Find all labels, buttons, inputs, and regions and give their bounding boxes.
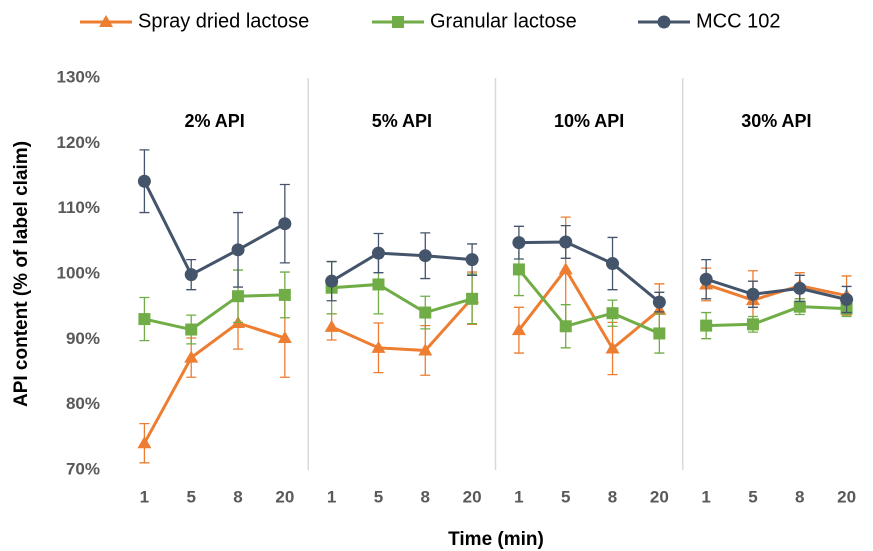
y-axis-label: API content (% of label claim) [11,141,32,407]
y-tick-label: 80% [66,394,100,413]
series-line [705,277,847,301]
x-tick-label: 8 [608,487,617,506]
x-tick-label: 1 [140,487,149,506]
x-tick-label: 8 [233,487,242,506]
marker [232,290,245,303]
legend-label: MCC 102 [696,10,780,32]
series-line [331,282,473,315]
marker [652,295,666,309]
marker [746,318,759,331]
marker [512,263,525,276]
x-tick-label: 20 [275,487,294,506]
series-line [331,297,474,352]
marker [699,272,713,286]
panel-title: 10% API [554,111,624,131]
panel-title: 30% API [741,111,811,131]
y-tick-label: 90% [66,329,100,348]
marker [746,287,760,301]
marker [558,262,573,275]
series-line [143,180,286,277]
x-tick-label: 5 [186,487,195,506]
series-line [518,240,661,304]
series-line [517,268,660,335]
marker [605,341,620,354]
panel-title: 5% API [372,111,432,131]
marker [371,340,386,353]
y-tick-label: 120% [57,133,100,152]
marker [511,323,526,336]
marker [512,236,526,250]
marker [231,243,245,257]
marker [278,288,291,301]
marker [418,249,432,263]
marker [99,15,113,27]
marker [419,306,432,319]
marker [418,343,433,356]
series-line [706,305,847,328]
marker [653,327,666,340]
x-tick-label: 8 [421,487,430,506]
y-tick-label: 130% [57,67,100,86]
y-tick-label: 70% [66,459,100,478]
x-tick-label: 5 [561,487,570,506]
legend-label: Granular lactose [430,10,577,32]
marker [278,217,292,231]
marker [184,268,198,282]
x-tick-label: 8 [795,487,804,506]
marker [137,174,151,188]
marker [840,292,854,306]
x-tick-label: 20 [837,487,856,506]
marker [606,257,620,271]
series-line [143,321,286,444]
x-tick-label: 1 [514,487,523,506]
marker [793,300,806,313]
series-line [330,251,473,283]
marker [185,323,198,336]
x-tick-label: 1 [701,487,710,506]
marker [184,350,199,363]
marker [277,331,292,344]
x-tick-label: 20 [463,487,482,506]
marker [606,307,619,320]
y-tick-label: 100% [57,263,100,282]
x-axis-label: Time (min) [448,529,544,550]
marker [371,246,385,260]
marker [559,320,572,333]
y-tick-label: 110% [57,198,100,217]
series-line [517,266,661,351]
marker [392,16,404,28]
series-line [705,283,847,302]
legend-label: Spray dried lactose [138,10,309,32]
panel-title: 2% API [184,111,244,131]
marker [324,319,339,332]
marker [657,15,671,29]
marker [138,313,151,326]
x-tick-label: 1 [327,487,336,506]
marker [325,274,339,288]
x-tick-label: 5 [748,487,757,506]
marker [559,235,573,249]
x-tick-label: 5 [374,487,383,506]
marker [465,253,479,267]
marker [137,436,152,449]
x-tick-label: 20 [650,487,669,506]
series-line [144,293,285,332]
marker [700,319,713,332]
marker [372,278,385,291]
marker [466,292,479,305]
marker [793,281,807,295]
